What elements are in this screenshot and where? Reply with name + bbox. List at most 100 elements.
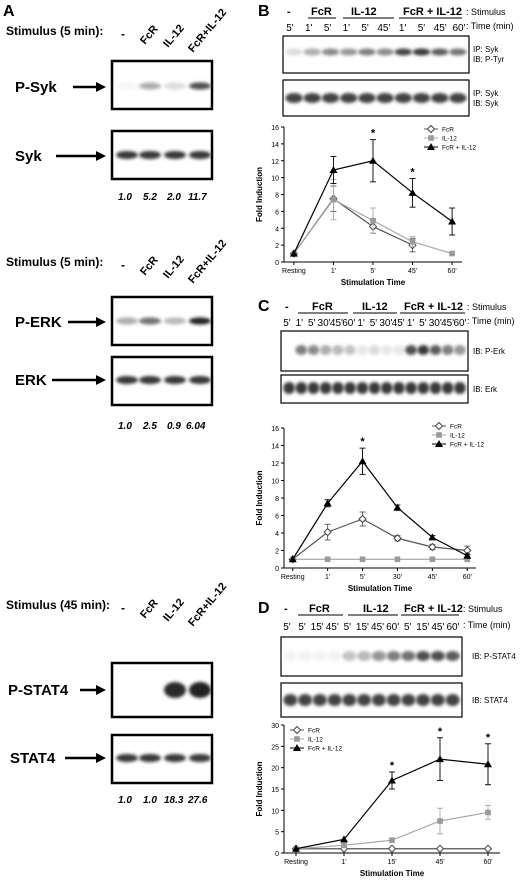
x-tick-label: 60' [463,574,472,581]
y-tick-label: 12 [271,159,279,166]
marker-square [429,556,436,563]
stimulus-label: : Stimulus [466,7,506,17]
blot-label: IB: Erk [473,385,498,394]
phospho-band [139,82,161,90]
series-il-12 [291,178,455,257]
control-band [116,376,138,384]
group-label: IL-12 [351,6,377,18]
panel-a: A Stimulus (5 min): - FcR IL-12 FcR+IL-1… [3,3,229,806]
time-point-label: 30' [318,318,331,329]
marker-diamond [393,534,402,543]
lane-band [332,382,344,394]
phospho-band [116,317,138,325]
time-point-label: 5' [286,23,294,34]
arrow-head [96,317,106,327]
series-fcr-il-12 [288,447,472,563]
lane-band [401,651,416,661]
phospho-band [139,317,161,325]
marker-square [341,842,347,849]
time-point-label: 15' [311,622,324,633]
lane-band [332,345,344,355]
marker-triangle [369,156,377,164]
marker-diamond [434,421,444,431]
time-point-label: 45' [441,318,454,329]
y-tick-label: 10 [271,176,279,183]
lane-band [454,382,466,394]
time-point-label: 5' [419,318,427,329]
quant-value: 2.0 [166,192,181,203]
time-point-label: 5' [418,23,426,34]
marker-triangle [329,166,338,174]
control-band [116,754,138,762]
group-label: FcR + IL-12 [404,301,463,313]
control-band [189,376,211,384]
marker-diamond [435,844,445,853]
y-tick-label: 4 [275,226,279,233]
control-band [189,151,211,159]
time-point-label: 30' [379,318,392,329]
y-tick-label: 10 [271,479,279,486]
legend-label: FcR [442,127,454,134]
time-labels: 5' 5' 15' 45' 5' 15' 45' 60' 5' 15' 45' 60' [283,622,459,633]
lane-band [454,345,466,355]
lane-band [358,93,376,103]
lane-band [380,345,393,355]
significance-asterisk: * [360,436,365,448]
group-label: FcR [311,6,332,18]
y-tick-label: 8 [275,193,279,200]
lane-band [393,382,405,394]
lane-band [357,694,372,706]
control-band [164,151,186,159]
time-point-label: 1' [407,318,415,329]
lane-band [430,694,445,706]
chart-c: 0 2 4 6 8 10 12 14 16 Resting 1' 5' 30' 45' 60' Stimula… [255,421,485,593]
x-axis-title: Stimulation Time [348,584,413,593]
marker-square [359,556,366,563]
marker-diamond [428,542,437,552]
series-line [293,197,413,254]
series-fcr-il-12 [289,139,457,257]
group-label: - [287,6,291,18]
lane-band [298,651,313,661]
x-tick-label: Resting [284,859,308,866]
stimulus-label: : Stimulus [463,604,503,614]
lane-band [376,93,394,103]
time-label: : Time (min) [463,620,511,630]
significance-asterisk: * [371,128,376,140]
lane-band [412,48,431,56]
lane-band [429,345,442,355]
marker-triangle [484,760,492,768]
marker-triangle [427,143,435,150]
stimulus-label: Stimulus (45 min): [6,598,110,612]
control-band [189,754,211,762]
y-axis-title: Fold Induction [255,167,264,222]
lane-band [393,345,405,355]
time-point-label: 5' [308,318,316,329]
stimulus-label: Stimulus (5 min): [6,24,103,38]
blot-bands [116,317,211,325]
lane-band [307,382,320,394]
blot-bands [116,82,211,90]
y-tick-label: 12 [271,461,279,468]
marker-diamond [358,514,367,524]
time-point-label: 45' [330,318,343,329]
x-tick-label: 1' [331,268,336,275]
time-point-label: 45' [431,622,444,633]
marker-square [428,135,434,141]
lane-band [401,694,416,706]
marker-square [449,250,455,257]
lane-band [339,93,358,103]
x-axis-title: Stimulation Time [360,869,425,876]
x-tick-label: Resting [281,574,305,581]
series-fcr [288,511,472,564]
panel-d: D - FcR IL-12 FcR + IL-12 : Stimulus : T… [255,600,516,878]
legend-label: FcR + IL-12 [308,746,343,753]
quant-value: 2.5 [142,421,157,432]
time-point-label: 5' [324,23,332,34]
quant-value: 1.0 [118,795,132,806]
y-tick-label: 30 [271,723,279,730]
lane-band [386,651,401,661]
lane-band [342,694,357,706]
y-axis-title: Fold Induction [255,761,264,816]
time-label: : Time (min) [467,316,515,326]
